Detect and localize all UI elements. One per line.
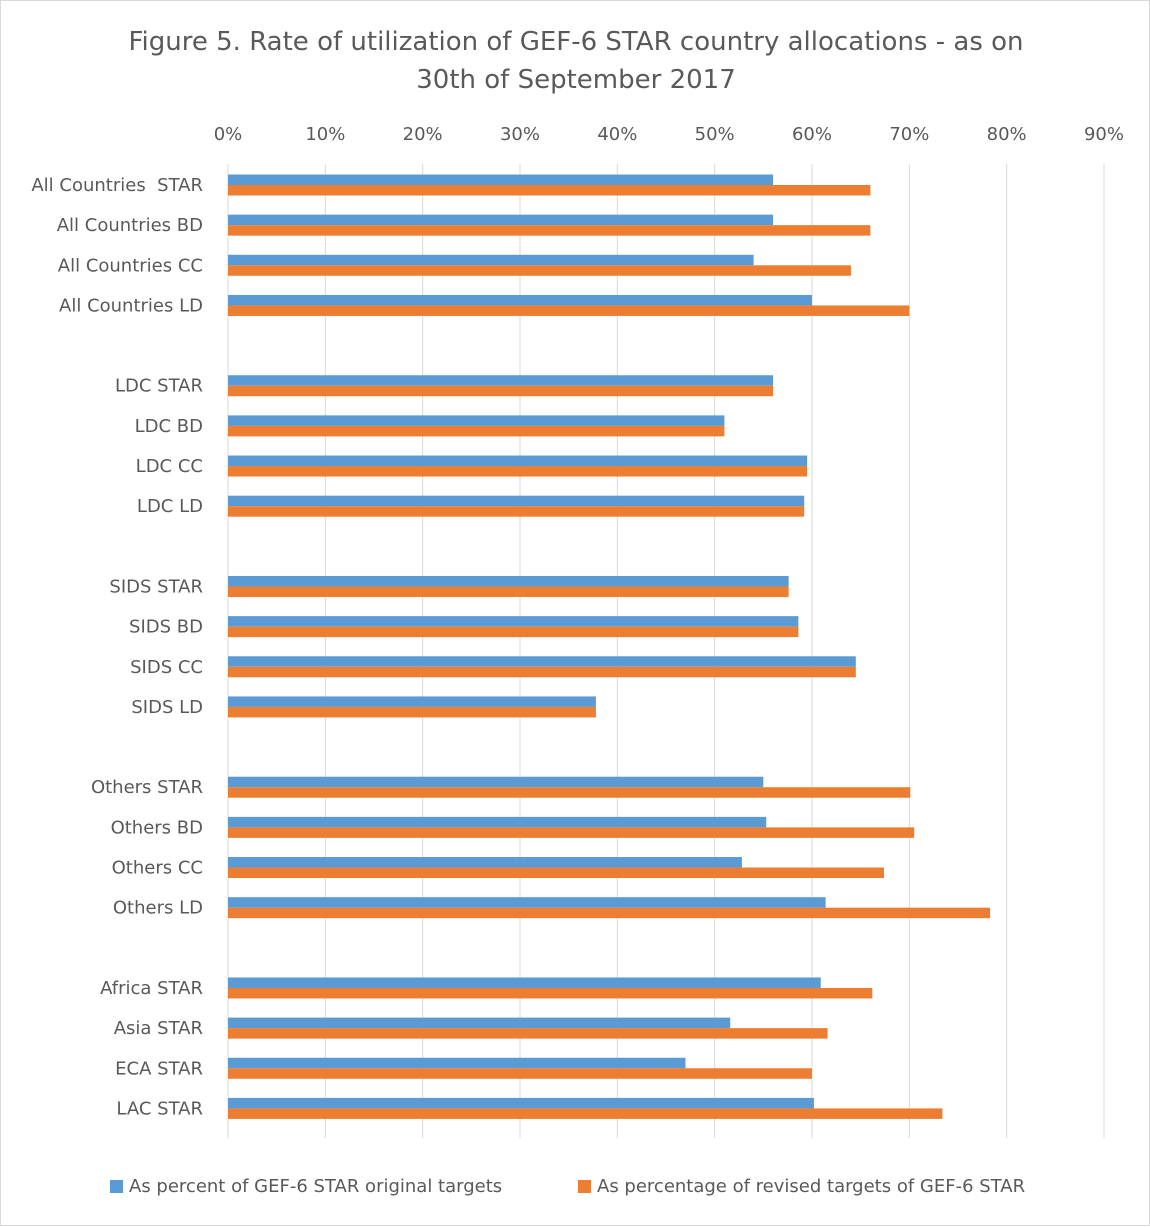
x-tick-label: 10%: [305, 124, 345, 145]
category-label: LDC STAR: [115, 376, 203, 397]
x-tick-label: 30%: [500, 124, 540, 145]
bar-original-targets: [228, 656, 856, 667]
legend-item-original-targets: As percent of GEF-6 STAR original target…: [110, 1176, 502, 1197]
category-label: Asia STAR: [114, 1018, 203, 1039]
x-tick-label: 90%: [1084, 124, 1124, 145]
bar-original-targets: [228, 1057, 686, 1069]
legend-label-revised-targets: As percentage of revised targets of GEF-…: [597, 1176, 1026, 1197]
bar-original-targets: [228, 696, 596, 707]
bar-original-targets: [228, 415, 725, 426]
category-label: LDC BD: [135, 416, 203, 437]
x-axis-tick-labels: 0% 10% 20% 30% 40% 50% 60% 70% 80% 90%: [214, 124, 1124, 145]
bar-original-targets: [228, 495, 805, 507]
legend-item-revised-targets: As percentage of revised targets of GEF-…: [578, 1176, 1025, 1197]
bar-revised-targets: [228, 506, 805, 517]
bar-revised-targets: [228, 706, 596, 718]
legend-swatch-blue: [110, 1180, 123, 1193]
bar-revised-targets: [228, 225, 871, 236]
category-label: All Countries CC: [58, 255, 203, 276]
category-label: Africa STAR: [100, 978, 203, 999]
bar-revised-targets: [228, 586, 789, 597]
bar-revised-targets: [228, 185, 871, 196]
x-tick-label: 0%: [214, 124, 243, 145]
x-tick-label: 50%: [695, 124, 735, 145]
legend-label-original-targets: As percent of GEF-6 STAR original target…: [129, 1176, 503, 1197]
gridlines: [227, 164, 1105, 1138]
bar-original-targets: [228, 857, 742, 868]
bar-revised-targets: [228, 425, 725, 437]
category-label: LAC STAR: [116, 1098, 203, 1119]
category-label: SIDS STAR: [109, 576, 203, 597]
bar-revised-targets: [228, 867, 885, 879]
bars: [228, 174, 991, 1119]
y-axis-category-labels: All Countries STAR All Countries BD All Co…: [31, 175, 203, 1119]
bar-revised-targets: [228, 626, 799, 638]
bar-revised-targets: [228, 1028, 828, 1039]
category-label: LDC CC: [136, 456, 203, 477]
bar-revised-targets: [228, 666, 856, 678]
legend: As percent of GEF-6 STAR original target…: [1, 1176, 1150, 1202]
category-label: SIDS BD: [129, 617, 203, 638]
bar-revised-targets: [228, 907, 991, 919]
bar-revised-targets: [228, 385, 774, 397]
category-label: SIDS LD: [131, 697, 203, 718]
x-tick-label: 70%: [889, 124, 929, 145]
bar-revised-targets: [228, 265, 851, 276]
bar-original-targets: [228, 1097, 814, 1109]
legend-swatch-orange: [578, 1180, 591, 1193]
x-tick-label: 60%: [792, 124, 832, 145]
category-label: All Countries BD: [57, 215, 203, 236]
bar-revised-targets: [228, 987, 873, 999]
category-label: ECA STAR: [115, 1058, 203, 1079]
bar-original-targets: [228, 254, 754, 266]
bar-original-targets: [228, 455, 808, 467]
bar-original-targets: [228, 575, 789, 587]
bar-original-targets: [228, 174, 774, 185]
bar-original-targets: [228, 616, 799, 627]
category-label: SIDS CC: [130, 657, 203, 678]
bar-original-targets: [228, 214, 774, 226]
bar-original-targets: [228, 977, 821, 988]
bar-revised-targets: [228, 827, 915, 838]
bar-original-targets: [228, 897, 826, 908]
bar-original-targets: [228, 776, 764, 788]
bar-original-targets: [228, 816, 767, 828]
bar-original-targets: [228, 375, 774, 386]
category-label: Others BD: [111, 817, 203, 838]
bar-revised-targets: [228, 305, 910, 316]
category-label: All Countries LD: [59, 295, 203, 316]
bar-revised-targets: [228, 1108, 943, 1119]
category-label: Others STAR: [91, 777, 203, 798]
x-tick-label: 80%: [987, 124, 1027, 145]
x-tick-label: 20%: [403, 124, 443, 145]
chart-title: Figure 5. Rate of utilization of GEF-6 S…: [128, 27, 1024, 95]
category-label: LDC LD: [137, 496, 203, 517]
category-label: All Countries STAR: [31, 175, 203, 196]
category-label: Others LD: [113, 898, 203, 919]
category-label: Others CC: [112, 858, 203, 879]
x-tick-label: 40%: [597, 124, 637, 145]
bar-revised-targets: [228, 787, 911, 798]
bar-revised-targets: [228, 466, 808, 477]
bar-original-targets: [228, 294, 812, 306]
bar-revised-targets: [228, 1068, 812, 1079]
bar-original-targets: [228, 1017, 731, 1029]
